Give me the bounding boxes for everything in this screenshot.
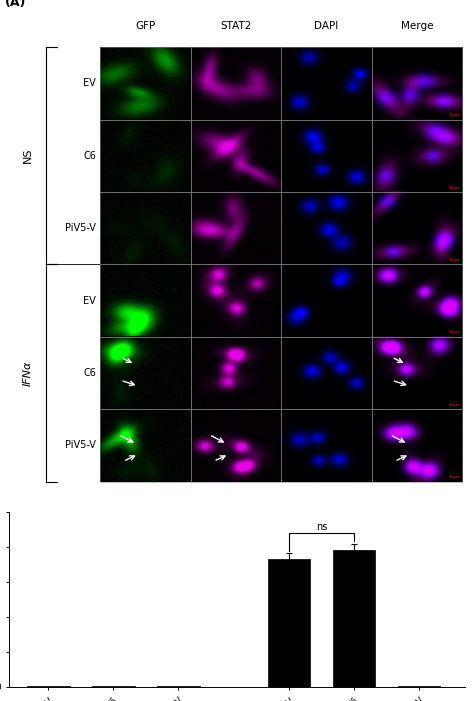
Text: DAPI: DAPI <box>314 20 339 31</box>
Bar <box>372 336 462 409</box>
Text: PiV5-V: PiV5-V <box>65 223 96 233</box>
Text: NS: NS <box>23 148 33 163</box>
Bar <box>282 336 372 409</box>
Bar <box>191 264 282 336</box>
Text: STAT2: STAT2 <box>220 20 252 31</box>
Text: 10μm: 10μm <box>448 403 460 407</box>
Bar <box>100 409 191 482</box>
Bar <box>92 686 135 687</box>
Bar <box>27 686 70 687</box>
Bar <box>282 192 372 264</box>
Bar <box>282 47 372 119</box>
Bar <box>100 192 191 264</box>
Text: 10μm: 10μm <box>448 113 460 117</box>
Text: GFP: GFP <box>136 20 156 31</box>
Bar <box>100 119 191 192</box>
Bar <box>268 559 310 687</box>
Text: PiV5-V: PiV5-V <box>65 440 96 451</box>
Text: ns: ns <box>316 522 327 532</box>
Bar <box>372 409 462 482</box>
Bar <box>191 47 282 119</box>
Bar <box>372 264 462 336</box>
Text: IFNα: IFNα <box>23 360 33 386</box>
Text: C6: C6 <box>83 151 96 161</box>
Bar <box>100 264 191 336</box>
Bar <box>398 686 440 687</box>
Bar <box>372 192 462 264</box>
Text: 10μm: 10μm <box>448 475 460 479</box>
Bar <box>100 336 191 409</box>
Bar <box>333 550 375 687</box>
Bar <box>372 47 462 119</box>
Bar <box>372 119 462 192</box>
Bar <box>100 47 191 119</box>
Text: 10μm: 10μm <box>448 330 460 334</box>
Bar <box>282 264 372 336</box>
Bar <box>191 336 282 409</box>
Text: 10μm: 10μm <box>448 258 460 262</box>
Bar <box>157 686 200 687</box>
Text: C6: C6 <box>83 368 96 378</box>
Text: Merge: Merge <box>401 20 433 31</box>
Bar <box>282 409 372 482</box>
Bar <box>191 119 282 192</box>
Text: EV: EV <box>83 296 96 306</box>
Text: 10μm: 10μm <box>448 186 460 189</box>
Bar <box>191 192 282 264</box>
Bar <box>191 409 282 482</box>
Text: (A): (A) <box>5 0 26 9</box>
Bar <box>282 119 372 192</box>
Text: EV: EV <box>83 79 96 88</box>
